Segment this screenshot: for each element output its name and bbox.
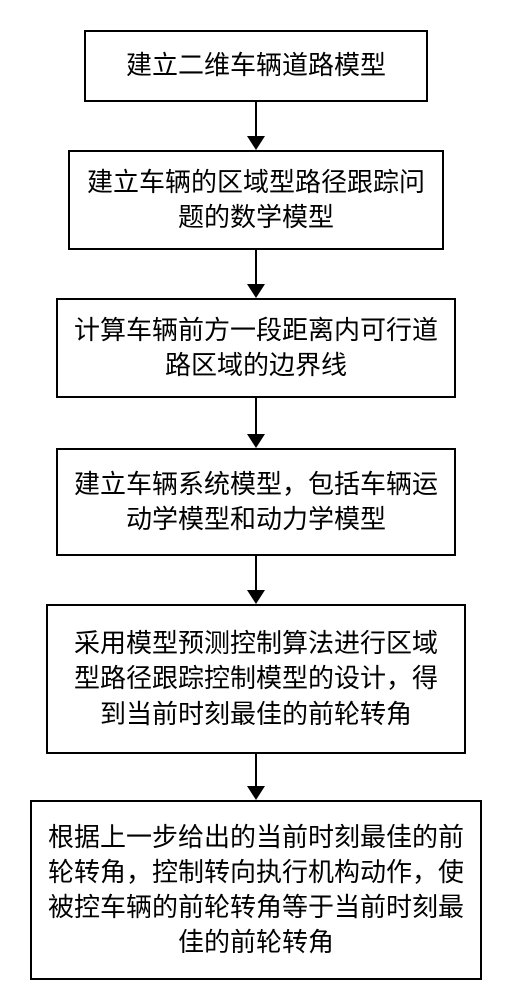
flowchart-node: 建立二维车辆道路模型 [84,30,428,102]
flowchart-node: 建立车辆的区域型路径跟踪问题的数学模型 [68,150,444,250]
flowchart-node: 采用模型预测控制算法进行区域型路径跟踪控制模型的设计，得到当前时刻最佳的前轮转角 [46,604,466,754]
flowchart-arrow [247,556,265,604]
flowchart-node: 计算车辆前方一段距离内可行道路区域的边界线 [56,298,456,398]
flowchart-arrow [247,250,265,298]
flowchart-container: 建立二维车辆道路模型建立车辆的区域型路径跟踪问题的数学模型计算车辆前方一段距离内… [0,0,512,1000]
flowchart-node: 建立车辆系统模型，包括车辆运动学模型和动力学模型 [56,448,456,556]
flowchart-arrow [247,754,265,800]
flowchart-node: 根据上一步给出的当前时刻最佳的前轮转角，控制转向执行机构动作，使被控车辆的前轮转… [30,800,482,980]
flowchart-arrow [247,102,265,150]
flowchart-arrow [247,398,265,448]
